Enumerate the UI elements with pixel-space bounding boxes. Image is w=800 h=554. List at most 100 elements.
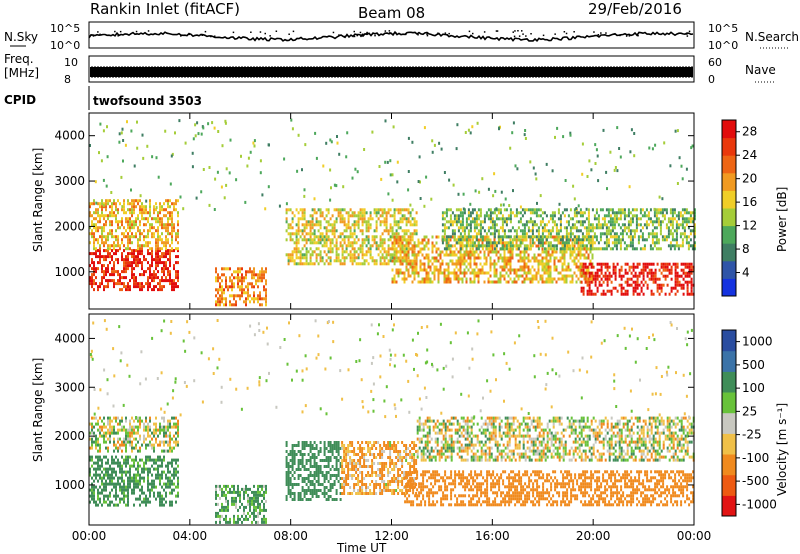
region-cell-5: [632, 289, 635, 293]
region-cell-3: [367, 229, 370, 233]
region-cell-6: [555, 232, 558, 236]
region-cell-6: [567, 238, 570, 242]
region-cell-1: [129, 247, 131, 251]
region-cell-0: [133, 255, 135, 259]
region-cell-4: [497, 259, 500, 263]
region-cell-6: [527, 229, 530, 233]
region-cell-0: [123, 491, 125, 495]
region-cell-6: [537, 247, 540, 251]
region-cell-3: [313, 262, 316, 266]
region-cell-6: [629, 235, 632, 239]
region-cell-6: [675, 220, 678, 224]
region-cell-4: [507, 274, 510, 278]
region-cell-0: [105, 467, 107, 471]
region-cell-3: [379, 250, 382, 254]
nave-tick-top: 60: [708, 56, 722, 69]
region-cell-4: [447, 262, 450, 266]
region-cell-6: [587, 232, 590, 236]
region-cell-6: [693, 211, 696, 215]
region-cell-5: [666, 268, 669, 272]
region-cell-2: [241, 285, 243, 289]
nsearch-point: [366, 31, 368, 34]
power-scatter-marks: [89, 118, 696, 307]
region-cell-4: [433, 271, 436, 275]
region-cell-0: [145, 461, 147, 465]
region-cell-5: [598, 262, 601, 266]
sparse-point: [464, 131, 467, 134]
region-cell-0: [153, 273, 155, 277]
region-cell-6: [649, 244, 652, 248]
region-cell-3: [327, 250, 330, 254]
region-cell-4: [399, 235, 402, 239]
region-cell-4: [451, 253, 454, 257]
region-cell-5: [580, 280, 583, 284]
sparse-point: [330, 186, 332, 190]
region-cell-1: [95, 229, 97, 233]
region-cell-4: [405, 238, 408, 242]
nsearch-point: [472, 32, 474, 35]
region-cell-4: [457, 259, 460, 263]
region-cell-6: [467, 235, 470, 239]
region-cell-6: [595, 238, 598, 242]
region-cell-5: [640, 268, 643, 272]
region-cell-0: [113, 279, 115, 283]
region-cell-3: [397, 211, 400, 215]
region-cell-4: [419, 265, 422, 269]
region-cell-6: [605, 208, 608, 212]
region-cell-3: [379, 256, 382, 260]
region-cell-6: [487, 217, 490, 221]
region-cell-3: [313, 235, 316, 239]
region-cell-0: [151, 252, 153, 256]
power-ylabel: Slant Range [km]: [31, 148, 45, 252]
region-cell-6: [571, 223, 574, 227]
station-title: Rankin Inlet (fitACF): [90, 0, 240, 18]
region-cell-5: [606, 265, 609, 269]
region-cell-3: [353, 232, 356, 236]
region-cell-6: [685, 208, 688, 212]
region-cell-1: [133, 205, 135, 209]
region-cell-0: [149, 488, 151, 492]
region-cell-5: [594, 292, 597, 296]
region-cell-4: [403, 274, 406, 278]
region-cell-6: [639, 229, 642, 233]
region-cell-0: [117, 479, 119, 483]
region-cell-0: [161, 464, 163, 468]
region-cell-4: [495, 247, 498, 251]
region-cell-5: [584, 262, 587, 266]
region-cell-1: [171, 223, 173, 227]
region-cell-0: [163, 264, 165, 268]
region-cell-3: [335, 250, 338, 254]
sparse-point: [342, 185, 345, 189]
region-cell-6: [627, 208, 630, 212]
region-cell-5: [656, 289, 659, 293]
region-cell-0: [153, 285, 155, 289]
region-cell-5: [632, 280, 635, 284]
sparse-point: [493, 172, 496, 176]
region-cell-1: [163, 208, 165, 212]
region-cell-1: [95, 247, 97, 251]
region-cell-1: [121, 217, 123, 221]
region-cell-0: [129, 473, 131, 477]
region-cell-4: [529, 271, 532, 275]
region-cell-3: [413, 256, 416, 260]
region-cell-0: [177, 249, 179, 253]
region-cell-0: [145, 467, 147, 471]
region-cell-1: [173, 205, 175, 209]
region-cell-2: [223, 303, 225, 307]
sparse-point: [211, 121, 214, 125]
region-cell-1: [103, 217, 105, 221]
region-cell-0: [99, 258, 101, 262]
region-cell-4: [549, 265, 552, 269]
region-cell-4: [549, 277, 552, 281]
region-cell-1: [147, 217, 149, 221]
region-cell-1: [167, 241, 169, 245]
region-cell-0: [161, 470, 163, 474]
region-cell-6: [479, 223, 482, 227]
region-cell-4: [491, 250, 494, 254]
region-cell-3: [301, 232, 304, 236]
region-cell-1: [101, 428, 103, 432]
region-cell-1: [129, 208, 131, 212]
region-cell-6: [547, 247, 550, 251]
region-cell-3: [383, 229, 386, 233]
date-title: 29/Feb/2016: [588, 0, 682, 18]
